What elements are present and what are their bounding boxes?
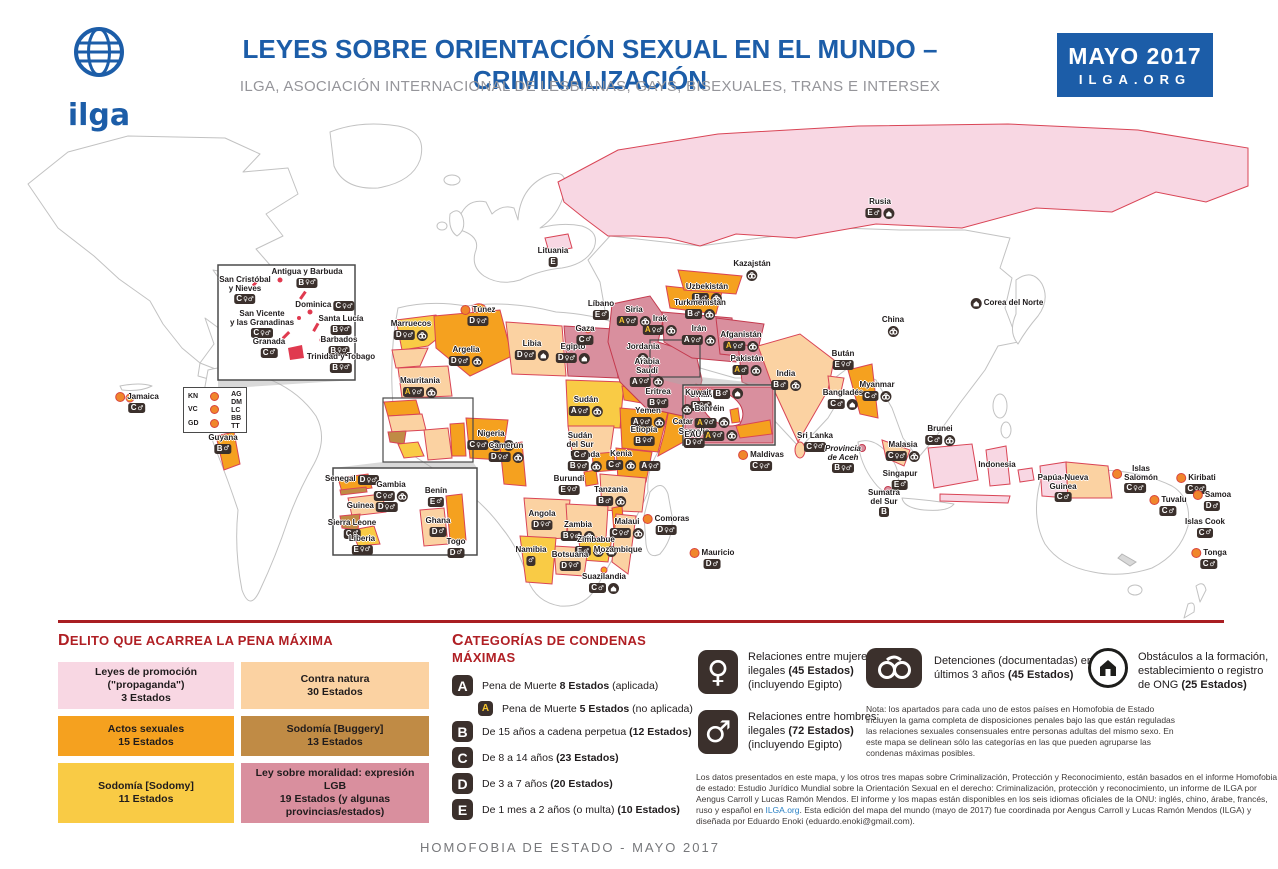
categories-rows: A Pena de Muerte 8 Estados (aplicada) A Pen… bbox=[452, 675, 694, 820]
offense-legend-item: Sodomía [Buggery] 13 Estados bbox=[241, 716, 429, 756]
ngo-legend-text: Obstáculos a la formación, establecimien… bbox=[1138, 651, 1269, 691]
category-row: A Pena de Muerte 5 Estados (no aplicada) bbox=[478, 701, 694, 716]
page-title: LEYES SOBRE ORIENTACIÓN SEXUAL EN EL MUN… bbox=[242, 34, 938, 95]
world-map bbox=[0, 118, 1278, 623]
offense-legend-title: DELITO QUE ACARREA LA PENA MÁXIMA bbox=[58, 632, 333, 649]
offense-legend-item: Sodomía [Sodomy] 11 Estados bbox=[58, 763, 234, 823]
legend-divider bbox=[58, 620, 1224, 623]
male-icon: ♂ bbox=[698, 710, 738, 754]
female-legend-text: Relaciones entre mujeres: ilegales (45 E… bbox=[748, 651, 876, 691]
category-row: B De 15 años a cadena perpetua (12 Estado… bbox=[452, 721, 694, 742]
category-letter-badge: C bbox=[452, 747, 473, 768]
ngo-house-icon bbox=[1088, 648, 1128, 688]
page-subtitle: ILGA, ASOCIACIÓN INTERNACIONAL DE LESBIA… bbox=[239, 78, 941, 95]
credits-paragraph: Los datos presentados en este mapa, y lo… bbox=[696, 772, 1278, 826]
categories-legend-title: CATEGORÍAS DE CONDENAS MÁXIMAS bbox=[452, 632, 647, 665]
arrests-legend-text: Detenciones (documentadas) en los último… bbox=[934, 655, 1111, 681]
caribbean-codes-box: KN VC GD AG DM LC BB TT bbox=[183, 387, 247, 433]
ilga-org-link[interactable]: ILGA.org bbox=[765, 805, 800, 815]
ilga-org-label: ILGA.ORG bbox=[1078, 72, 1192, 87]
legend-note: Nota: los apartados para cada uno de est… bbox=[866, 704, 1176, 758]
offense-legend-item: Contra natura 30 Estados bbox=[241, 662, 429, 709]
date-box: MAYO 2017 ILGA.ORG bbox=[1057, 33, 1213, 97]
category-letter-badge: A bbox=[478, 701, 493, 716]
inset-connectors bbox=[218, 377, 775, 468]
west-africa-inset bbox=[332, 397, 478, 556]
category-row: C De 8 a 14 años (23 Estados) bbox=[452, 747, 694, 768]
offense-grid: Leyes de promoción ("propaganda") 3 Estad… bbox=[58, 662, 430, 823]
world-map-svg bbox=[27, 123, 1249, 619]
footer-text: HOMOFOBIA DE ESTADO - MAYO 2017 bbox=[420, 840, 720, 855]
categories-legend: CATEGORÍAS DE CONDENAS MÁXIMAS A Pena de … bbox=[452, 632, 694, 820]
offense-legend-item: Ley sobre moralidad: expresión LGB 19 Est… bbox=[241, 763, 429, 823]
category-letter-badge: B bbox=[452, 721, 473, 742]
ilga-logo: ilga bbox=[44, 26, 154, 133]
offense-legend: DELITO QUE ACARREA LA PENA MÁXIMA Leyes … bbox=[58, 632, 430, 823]
category-row: E De 1 mes a 2 años (o multa) (10 Estados… bbox=[452, 799, 694, 820]
logo-wordmark: ilga bbox=[67, 98, 131, 133]
offense-legend-item: Leyes de promoción ("propaganda") 3 Estad… bbox=[58, 662, 234, 709]
category-letter-badge: D bbox=[452, 773, 473, 794]
codes-right: AG DM LC BB TT bbox=[231, 390, 242, 430]
category-row: D De 3 a 7 años (20 Estados) bbox=[452, 773, 694, 794]
codes-left: KN VC GD bbox=[188, 393, 199, 427]
date-month: MAYO 2017 bbox=[1068, 43, 1202, 69]
category-letter-badge: A bbox=[452, 675, 473, 696]
offense-legend-item: Actos sexuales 15 Estados bbox=[58, 716, 234, 756]
globe-icon bbox=[74, 27, 124, 77]
category-letter-badge: E bbox=[452, 799, 473, 820]
female-icon: ♀ bbox=[698, 650, 738, 694]
handcuffs-icon bbox=[866, 648, 922, 688]
category-row: A Pena de Muerte 8 Estados (aplicada) bbox=[452, 675, 694, 696]
male-legend-text: Relaciones entre hombres: ilegales (72 E… bbox=[748, 711, 880, 751]
caribbean-inset bbox=[217, 264, 356, 381]
codes-dots bbox=[210, 390, 220, 430]
